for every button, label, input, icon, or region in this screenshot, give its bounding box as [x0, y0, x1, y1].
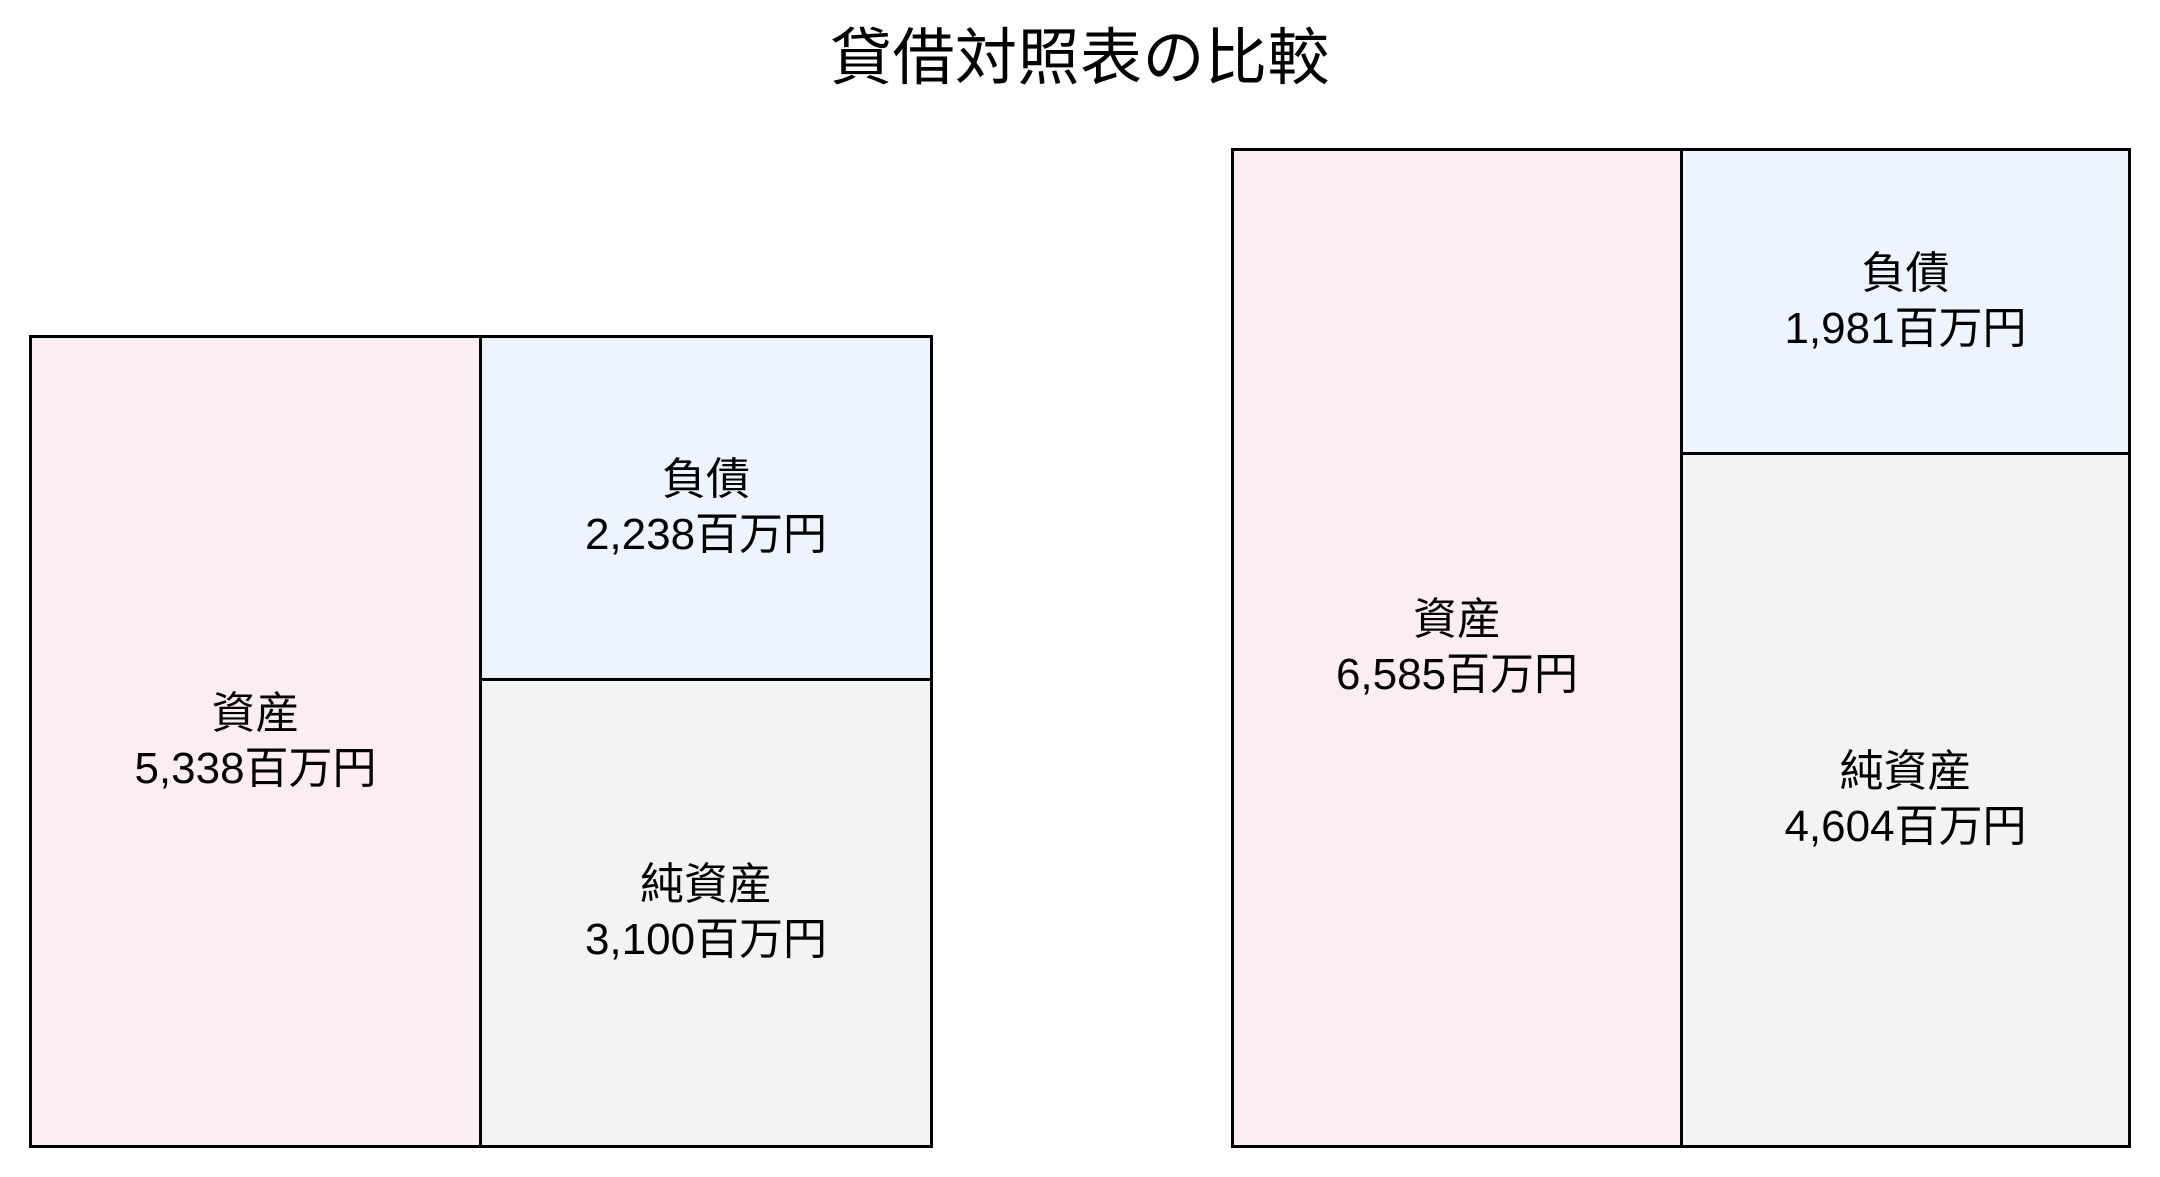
left-liability-value: 2,238百万円	[584, 510, 828, 559]
right-net-assets-label: 純資産	[1839, 747, 1972, 797]
left-net-assets-value: 3,100百万円	[584, 915, 828, 964]
right-asset-value: 6,585百万円	[1335, 650, 1579, 699]
balance-sheet-left: 資産 5,338百万円 負債 2,238百万円 純資産 3,100百万円	[29, 335, 933, 1148]
left-liability-label: 負債	[662, 455, 750, 505]
left-net-assets-box[interactable]: 純資産 3,100百万円	[479, 678, 933, 1148]
right-liability-label: 負債	[1861, 248, 1950, 298]
left-asset-box[interactable]: 資産 5,338百万円	[29, 335, 482, 1148]
right-asset-label: 資産	[1413, 595, 1501, 645]
right-liability-value: 1,981百万円	[1784, 303, 2027, 353]
left-asset-label: 資産	[211, 688, 300, 738]
right-net-assets-value: 4,604百万円	[1784, 802, 2027, 851]
left-liability-box[interactable]: 負債 2,238百万円	[479, 335, 933, 681]
right-liability-box[interactable]: 負債 1,981百万円	[1680, 148, 2131, 455]
right-asset-box[interactable]: 資産 6,585百万円	[1231, 148, 1683, 1148]
left-net-assets-label: 純資産	[640, 860, 772, 910]
left-asset-value: 5,338百万円	[134, 743, 377, 793]
page-title: 貸借対照表の比較	[829, 24, 1330, 93]
balance-sheet-right: 資産 6,585百万円 負債 1,981百万円 純資産 4,604百万円	[1231, 148, 2131, 1148]
right-net-assets-box[interactable]: 純資産 4,604百万円	[1680, 452, 2131, 1148]
